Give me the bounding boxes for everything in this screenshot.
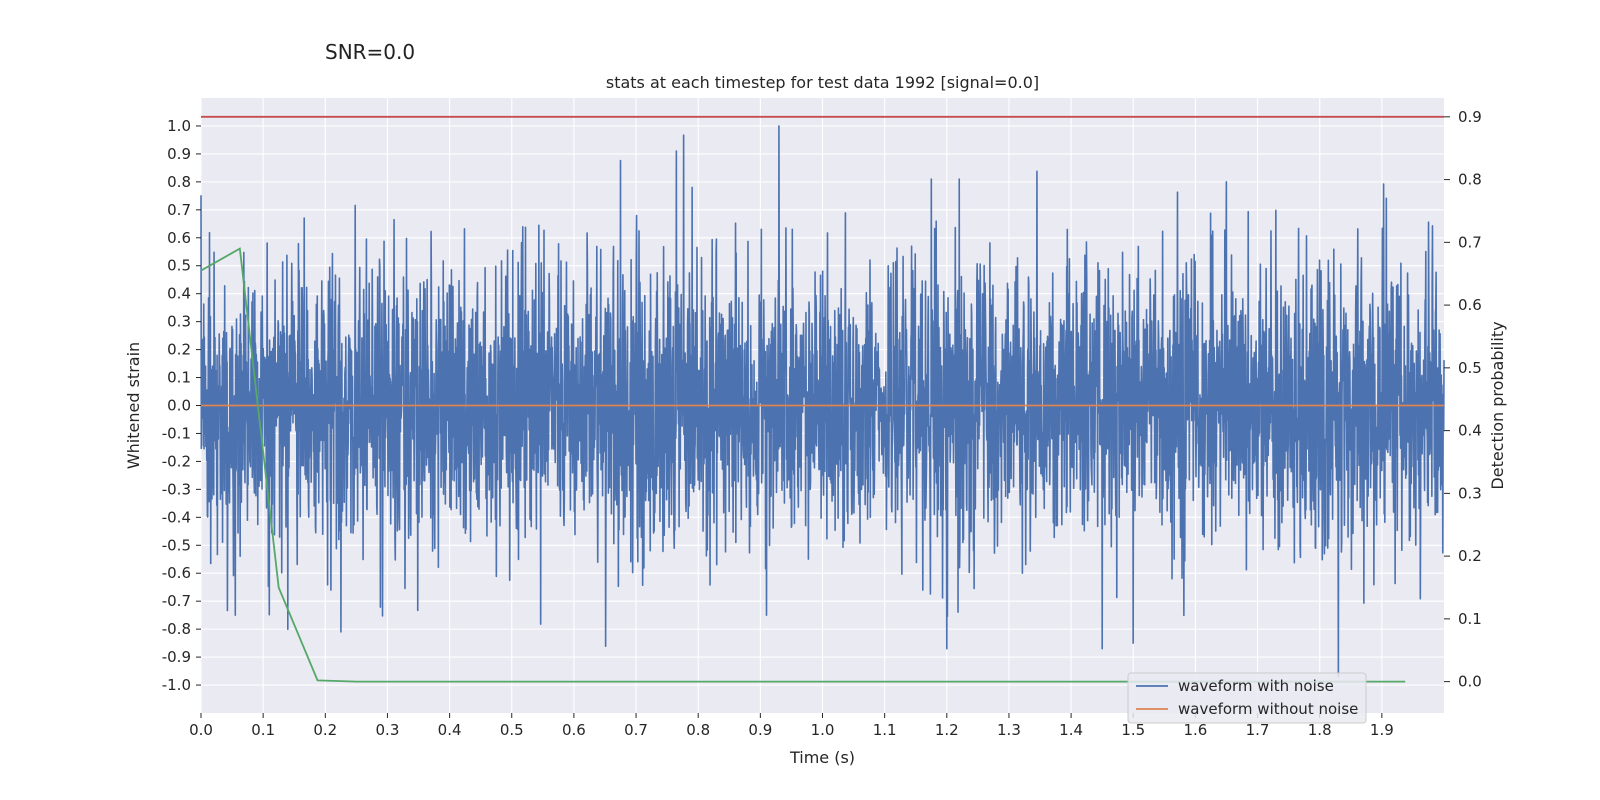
x-tick-label: 0.3 xyxy=(376,721,400,739)
x-axis-label: Time (s) xyxy=(789,748,855,767)
y2-tick-label: 0.8 xyxy=(1458,171,1482,189)
x-tick-label: 0.2 xyxy=(313,721,337,739)
figure-suptitle: SNR=0.0 xyxy=(325,40,416,64)
y-tick-label: 1.0 xyxy=(167,117,191,135)
y2-tick-label: 0.9 xyxy=(1458,108,1482,126)
y2-tick-label: 0.6 xyxy=(1458,296,1482,314)
x-tick-label: 1.5 xyxy=(1121,721,1145,739)
x-tick-label: 1.8 xyxy=(1308,721,1332,739)
axes: 0.0 0.1 0.2 0.3 0.4 0.5 0.6 0.7 0.8 0.9 1.0 1.1 1.2 1… xyxy=(162,108,1482,739)
y-tick-label: 0.7 xyxy=(167,201,191,219)
y2-tick-label: 0.0 xyxy=(1458,673,1482,691)
y-tick-label: 0.9 xyxy=(167,145,191,163)
y-tick-label: 0.6 xyxy=(167,229,191,247)
x-tick-label: 0.7 xyxy=(624,721,648,739)
y-tick-label: 0.3 xyxy=(167,313,191,331)
y2-axis-label: Detection probability xyxy=(1488,321,1507,489)
y-axis-label: Whitened strain xyxy=(124,342,143,469)
series-detection-probability xyxy=(200,247,1406,683)
legend: waveform with noise waveform without noi… xyxy=(1127,672,1367,724)
y-tick-label: 0.8 xyxy=(167,173,191,191)
x-tick-label: 1.1 xyxy=(873,721,897,739)
x-tick-label: 0.9 xyxy=(748,721,772,739)
y2-tick-label: 0.4 xyxy=(1458,422,1482,440)
y-tick-label: -1.0 xyxy=(162,676,191,694)
x-tick-label: 0.5 xyxy=(500,721,524,739)
y-tick-label: 0.4 xyxy=(167,285,191,303)
x-tick-label: 0.8 xyxy=(686,721,710,739)
y-tick-label: 0.5 xyxy=(167,257,191,275)
x-tick-label: 1.9 xyxy=(1370,721,1394,739)
y-tick-label: -0.5 xyxy=(162,536,191,554)
legend-entry-waveform-without-noise: waveform without noise xyxy=(1178,700,1358,718)
series-layer xyxy=(200,115,1445,683)
x-tick-label: 0.6 xyxy=(562,721,586,739)
y-tick-label: 0.1 xyxy=(167,369,191,387)
chart-title: stats at each timestep for test data 199… xyxy=(606,73,1039,92)
x-tick-label: 1.3 xyxy=(997,721,1021,739)
y-tick-label: -0.2 xyxy=(162,452,191,470)
y2-tick-label: 0.7 xyxy=(1458,233,1482,251)
legend-box xyxy=(1127,672,1367,724)
y2-tick-label: 0.1 xyxy=(1458,610,1482,628)
x-tick-label: 1.7 xyxy=(1246,721,1270,739)
y-tick-label: 0.0 xyxy=(167,397,191,415)
x-tick-label: 1.0 xyxy=(811,721,835,739)
x-tick-label: 0.4 xyxy=(438,721,462,739)
x-tick-label: 0.1 xyxy=(251,721,275,739)
x-tick-label: 0.0 xyxy=(189,721,213,739)
y-tick-label: -0.1 xyxy=(162,424,191,442)
y2-tick-label: 0.5 xyxy=(1458,359,1482,377)
y2-tick-label: 0.3 xyxy=(1458,484,1482,502)
y-tick-label: -0.3 xyxy=(162,480,191,498)
y-tick-label: 0.2 xyxy=(167,341,191,359)
series-waveform-with-noise xyxy=(200,125,1445,678)
y-tick-label: -0.4 xyxy=(162,508,191,526)
x-tick-label: 1.6 xyxy=(1183,721,1207,739)
x-tick-label: 1.4 xyxy=(1059,721,1083,739)
y2-tick-label: 0.2 xyxy=(1458,547,1482,565)
y-tick-label: -0.9 xyxy=(162,648,191,666)
x-tick-label: 1.2 xyxy=(935,721,959,739)
y-tick-label: -0.8 xyxy=(162,620,191,638)
y-tick-label: -0.6 xyxy=(162,564,191,582)
y-tick-label: -0.7 xyxy=(162,592,191,610)
legend-entry-waveform-with-noise: waveform with noise xyxy=(1178,677,1334,695)
